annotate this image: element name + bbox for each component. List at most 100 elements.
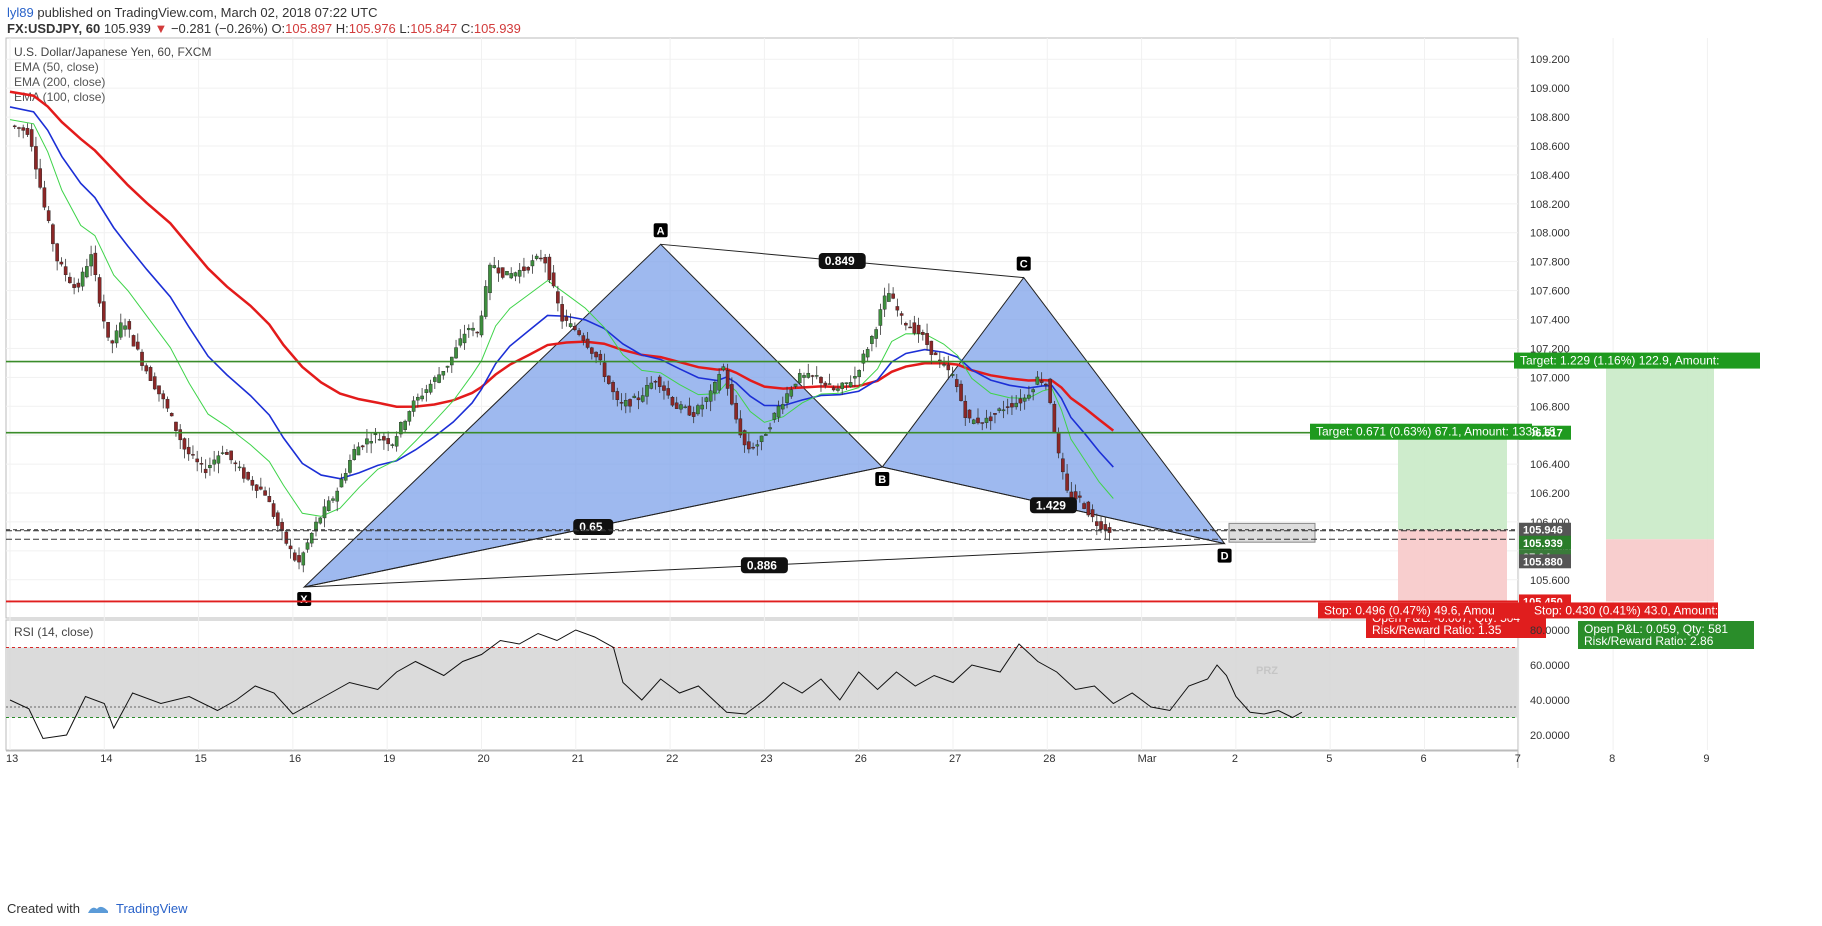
x-tick-label: 28	[1043, 753, 1055, 765]
price-tag-bg	[1519, 522, 1571, 537]
symbol-info: FX:USDJPY, 60 105.939 ▼ −0.281 (−0.26%) …	[7, 21, 521, 36]
candle	[1078, 495, 1082, 498]
candle	[831, 387, 836, 391]
candle	[424, 389, 429, 393]
candle	[55, 243, 59, 262]
candle	[666, 388, 671, 396]
close-label: C:	[460, 21, 474, 36]
candle	[233, 462, 238, 465]
candle	[679, 404, 683, 410]
candle	[976, 417, 980, 424]
candle	[954, 379, 959, 387]
candle	[399, 422, 403, 435]
author-link[interactable]: lyl89	[7, 5, 34, 20]
candle	[840, 382, 844, 389]
candle	[377, 438, 382, 441]
candle	[331, 498, 335, 501]
candle	[365, 438, 369, 445]
stop-zone	[1398, 529, 1507, 602]
candle	[471, 327, 475, 331]
close-value: 105.939	[473, 21, 521, 36]
position-label-bg	[1514, 352, 1760, 369]
stop-label-1: Stop: 0.496 (0.47%) 49.6, Amou	[1318, 602, 1532, 619]
position-label-bg	[1318, 602, 1532, 619]
candle	[63, 266, 68, 276]
candle	[988, 416, 993, 422]
footer: Created with TradingView	[7, 901, 188, 916]
candle	[220, 452, 225, 454]
y-tick-label: 108.200	[1530, 199, 1570, 211]
rsi-band	[7, 647, 1517, 718]
candle	[959, 383, 963, 401]
ratio-label: 0.65	[579, 520, 603, 534]
tradingview-brand-link[interactable]: TradingView	[115, 901, 188, 916]
publish-info: lyl89 published on TradingView.com, Marc…	[7, 5, 378, 20]
candle	[144, 365, 149, 372]
candle	[742, 430, 747, 446]
candle	[1103, 524, 1108, 531]
candle	[568, 323, 573, 327]
position-label-text: Stop: 0.496 (0.47%) 49.6, Amou	[1324, 603, 1495, 617]
candle	[17, 127, 21, 129]
candle	[437, 374, 441, 383]
candle	[696, 405, 700, 415]
candle	[135, 341, 140, 350]
candle	[747, 441, 751, 450]
position-label-text: Target: 0.671 (0.63%) 67.1, Amount: 1338…	[1316, 425, 1556, 439]
candle	[764, 434, 768, 436]
candle	[878, 309, 883, 326]
chart-area[interactable]: 13 14 15 16 19 20 21 22 23 26 27 28 Mar 2 5 6 7 8 9 109.200…	[0, 0, 1822, 900]
candle	[119, 322, 123, 338]
candle	[46, 210, 51, 222]
candle	[594, 351, 598, 358]
position-label-text: Target: 1.229 (1.16%) 122.9, Amount:	[1520, 354, 1719, 368]
position-label-text: Open P&L: 0.059, Qty: 581	[1584, 622, 1728, 636]
candle	[195, 458, 199, 463]
candle	[212, 459, 216, 465]
candle	[734, 402, 738, 420]
candle	[628, 399, 632, 407]
candle	[407, 411, 412, 422]
candle	[89, 254, 93, 267]
candle	[662, 385, 666, 391]
x-tick-label: 22	[666, 753, 678, 765]
price-tag-text: 105.946	[1523, 525, 1563, 537]
candle	[500, 267, 505, 278]
open-value: 105.897	[285, 21, 333, 36]
candle	[539, 257, 543, 260]
last-price: 105.939	[103, 21, 151, 36]
candle	[577, 330, 581, 335]
candle	[738, 418, 743, 436]
position-label-bg	[1528, 602, 1718, 619]
candle	[925, 333, 929, 345]
rsi-y-tick-label: 80.0000	[1530, 625, 1570, 637]
candle	[780, 404, 785, 410]
candle	[730, 384, 734, 405]
candle	[916, 324, 921, 334]
prz-box	[1228, 522, 1316, 543]
candle	[411, 400, 416, 412]
x-tick-label: 21	[572, 753, 584, 765]
candle	[318, 517, 323, 524]
candle	[649, 382, 654, 389]
candle	[390, 444, 395, 446]
candle	[776, 405, 781, 418]
candle	[352, 449, 356, 460]
candle	[80, 271, 85, 287]
candle	[560, 304, 564, 322]
y-tick-label: 108.600	[1530, 141, 1570, 153]
candle	[1061, 458, 1065, 473]
candle	[683, 406, 687, 409]
candle	[590, 347, 594, 354]
candle	[225, 452, 229, 455]
y-tick-label: 107.200	[1530, 343, 1570, 355]
candle	[1039, 380, 1044, 383]
point-label-box	[653, 223, 668, 238]
candle	[653, 381, 658, 383]
candle	[691, 412, 696, 417]
candle	[772, 412, 777, 420]
candle	[191, 454, 195, 456]
candle	[602, 362, 607, 377]
candle	[950, 374, 955, 376]
